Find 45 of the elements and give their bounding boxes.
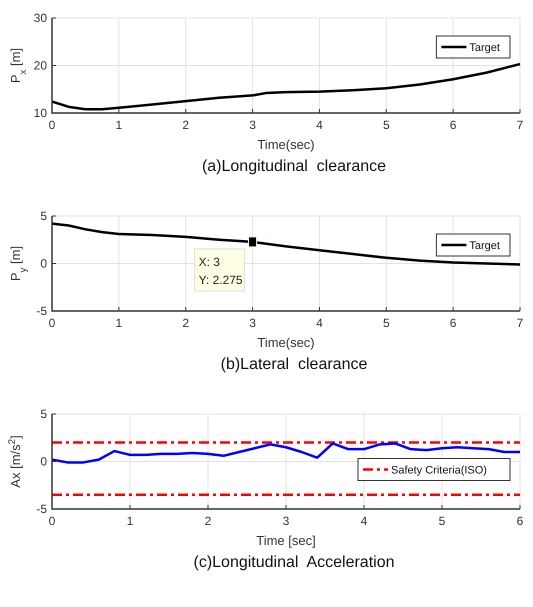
- line-series: [50, 62, 522, 110]
- x-tick-label: 1: [126, 514, 134, 528]
- x-axis-title: Time(sec): [257, 137, 315, 152]
- x-tick-label: 2: [204, 514, 212, 528]
- y-tick-label: 0: [40, 256, 48, 270]
- x-tick-label: 6: [450, 118, 457, 132]
- y-tick-label: 5: [40, 407, 48, 421]
- text: (c)Longitudinal Acceleration: [193, 554, 395, 571]
- x-tick-label: 3: [249, 118, 256, 132]
- text: (b)Lateral clearance: [220, 356, 368, 373]
- x-tick-label: 0: [48, 316, 56, 330]
- legend-label: Target: [469, 42, 500, 54]
- legend-label: Target: [469, 240, 500, 252]
- x-tick-label: 7: [516, 118, 524, 132]
- x-tick-label: 3: [282, 514, 290, 528]
- y-tick-label: 10: [34, 106, 48, 120]
- x-axis-title: Time [sec]: [256, 533, 316, 548]
- y-tick-label: 20: [34, 58, 48, 72]
- text: (a)Longitudinal clearance: [202, 158, 386, 175]
- y-tick-label: -5: [36, 304, 48, 318]
- x-tick-label: 0: [48, 118, 56, 132]
- x-tick-label: 5: [382, 118, 390, 132]
- x-tick-label: 1: [116, 118, 123, 132]
- line-series: [50, 222, 522, 266]
- y-tick-label: 0: [40, 454, 48, 468]
- x-tick-label: 7: [516, 316, 524, 330]
- legend-label: Safety Criteria(ISO): [391, 464, 487, 476]
- x-tick-label: 3: [249, 316, 256, 330]
- x-tick-label: 4: [316, 316, 324, 330]
- y-tick-label: 30: [34, 11, 48, 25]
- y-tick-label: 5: [40, 209, 48, 223]
- x-tick-label: 6: [450, 316, 457, 330]
- x-tick-label: 5: [438, 514, 446, 528]
- y-tick-label: -5: [36, 502, 48, 516]
- x-tick-label: 2: [182, 316, 190, 330]
- annotation: X: 3 Y: 2.275: [198, 254, 243, 287]
- x-tick-label: 6: [516, 514, 524, 528]
- x-tick-label: 4: [360, 514, 368, 528]
- x-tick-label: 2: [182, 118, 190, 132]
- x-axis-title: Time(sec): [257, 335, 315, 350]
- x-tick-label: 5: [382, 316, 390, 330]
- x-tick-label: 1: [116, 316, 123, 330]
- x-tick-label: 0: [48, 514, 56, 528]
- line-series: [50, 442, 522, 464]
- x-tick-label: 4: [316, 118, 324, 132]
